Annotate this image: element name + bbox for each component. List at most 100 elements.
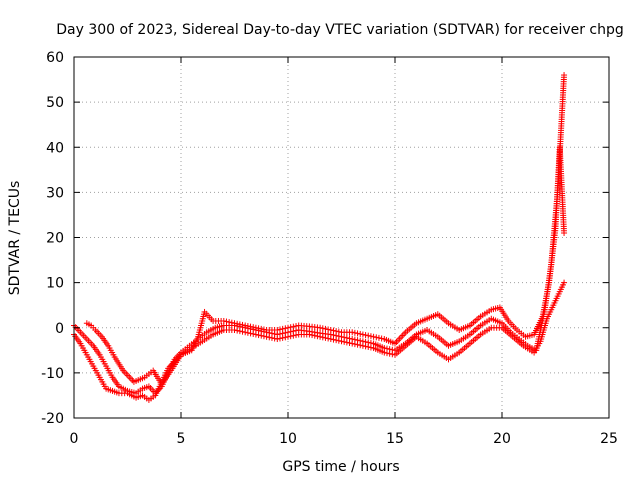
data-point-marker — [333, 337, 340, 344]
data-point-marker — [383, 350, 390, 357]
data-point-marker — [231, 320, 238, 327]
data-point-marker — [242, 329, 249, 336]
data-point-marker — [322, 325, 329, 332]
data-point-marker — [279, 325, 286, 332]
data-point-marker — [285, 333, 291, 340]
data-point-marker — [250, 330, 257, 337]
data-point-marker — [285, 324, 291, 331]
data-point-marker — [223, 318, 230, 325]
data-point-marker — [317, 333, 324, 340]
data-point-marker — [236, 321, 243, 328]
data-point-marker — [260, 326, 267, 333]
data-point-marker — [343, 339, 350, 346]
y-tick-label: 30 — [46, 185, 64, 201]
data-point-marker — [362, 343, 369, 350]
data-point-marker — [375, 334, 382, 341]
data-point-marker — [365, 332, 372, 339]
data-point-marker — [258, 325, 265, 332]
data-point-marker — [365, 343, 372, 350]
data-point-marker — [319, 334, 326, 341]
data-point-marker — [220, 317, 227, 324]
data-point-marker — [279, 334, 286, 341]
data-point-marker — [322, 334, 329, 341]
data-point-marker — [247, 330, 254, 337]
data-point-marker — [258, 332, 265, 339]
data-point-marker — [239, 321, 246, 328]
data-point-marker — [239, 328, 246, 335]
data-point-marker — [244, 329, 251, 336]
data-point-marker — [228, 319, 235, 326]
data-point-marker — [234, 327, 241, 334]
data-point-marker — [351, 329, 358, 336]
data-point-marker — [381, 349, 388, 356]
data-point-marker — [346, 339, 353, 346]
data-point-marker — [389, 351, 396, 358]
y-tick-label: 0 — [55, 321, 64, 337]
data-point-marker — [338, 338, 345, 345]
data-point-marker — [317, 324, 324, 331]
data-point-marker — [325, 335, 332, 342]
data-point-marker — [367, 344, 374, 351]
x-tick-label: 25 — [600, 431, 618, 447]
data-point-marker — [234, 320, 241, 327]
x-tick-label: 10 — [279, 431, 297, 447]
data-point-marker — [282, 334, 289, 341]
grid — [74, 57, 609, 418]
data-point-marker — [309, 332, 316, 339]
y-tick-label: 60 — [46, 50, 64, 66]
data-point-marker — [274, 327, 281, 334]
data-point-marker — [333, 328, 340, 335]
data-point-marker — [351, 341, 358, 348]
data-point-marker — [231, 327, 238, 334]
data-point-marker — [319, 325, 326, 332]
x-tick-label: 15 — [386, 431, 404, 447]
data-point-marker — [354, 330, 361, 337]
data-point-marker — [282, 325, 289, 332]
data-point-marker — [325, 326, 332, 333]
x-tick-label: 0 — [70, 431, 79, 447]
x-axis-ticks: 0 5 10 15 20 25 — [70, 57, 618, 447]
y-tick-label: 40 — [46, 140, 64, 156]
data-point-marker — [255, 332, 262, 339]
data-point-marker — [362, 332, 369, 339]
data-point-marker — [260, 333, 267, 340]
data-point-marker — [327, 327, 334, 334]
data-point-marker — [367, 333, 374, 340]
data-point-marker — [293, 332, 300, 339]
data-point-marker — [252, 324, 259, 331]
data-point-marker — [266, 334, 273, 341]
data-point-marker — [293, 323, 300, 330]
data-point-marker — [287, 324, 294, 331]
x-tick-label: 5 — [177, 431, 186, 447]
data-point-marker — [349, 329, 356, 336]
x-axis-label: GPS time / hours — [282, 459, 399, 475]
data-point-marker — [378, 335, 385, 342]
data-point-marker — [290, 332, 297, 339]
data-point-marker — [357, 342, 364, 349]
data-point-marker — [330, 327, 337, 334]
y-tick-label: -10 — [41, 366, 64, 382]
data-point-marker — [250, 324, 257, 331]
y-tick-label: -20 — [41, 411, 64, 427]
x-tick-label: 20 — [493, 431, 511, 447]
data-point-marker — [287, 333, 294, 340]
data-point-marker — [354, 341, 361, 348]
data-point-marker — [268, 334, 275, 341]
data-point-marker — [242, 322, 249, 329]
data-point-marker — [252, 331, 259, 338]
data-point-marker — [244, 323, 251, 330]
data-point-marker — [370, 333, 377, 340]
data-point-marker — [276, 335, 283, 342]
data-point-marker — [357, 330, 364, 337]
data-point-marker — [359, 342, 366, 349]
data-point-marker — [561, 72, 568, 79]
y-axis-label: SDTVAR / TECUs — [7, 181, 23, 296]
data-point-marker — [330, 336, 337, 343]
data-points — [71, 72, 568, 403]
data-point-marker — [247, 323, 254, 330]
data-point-marker — [314, 333, 321, 340]
data-point-marker — [335, 328, 342, 335]
data-point-marker — [276, 326, 283, 333]
data-point-marker — [335, 337, 342, 344]
data-point-marker — [236, 328, 243, 335]
